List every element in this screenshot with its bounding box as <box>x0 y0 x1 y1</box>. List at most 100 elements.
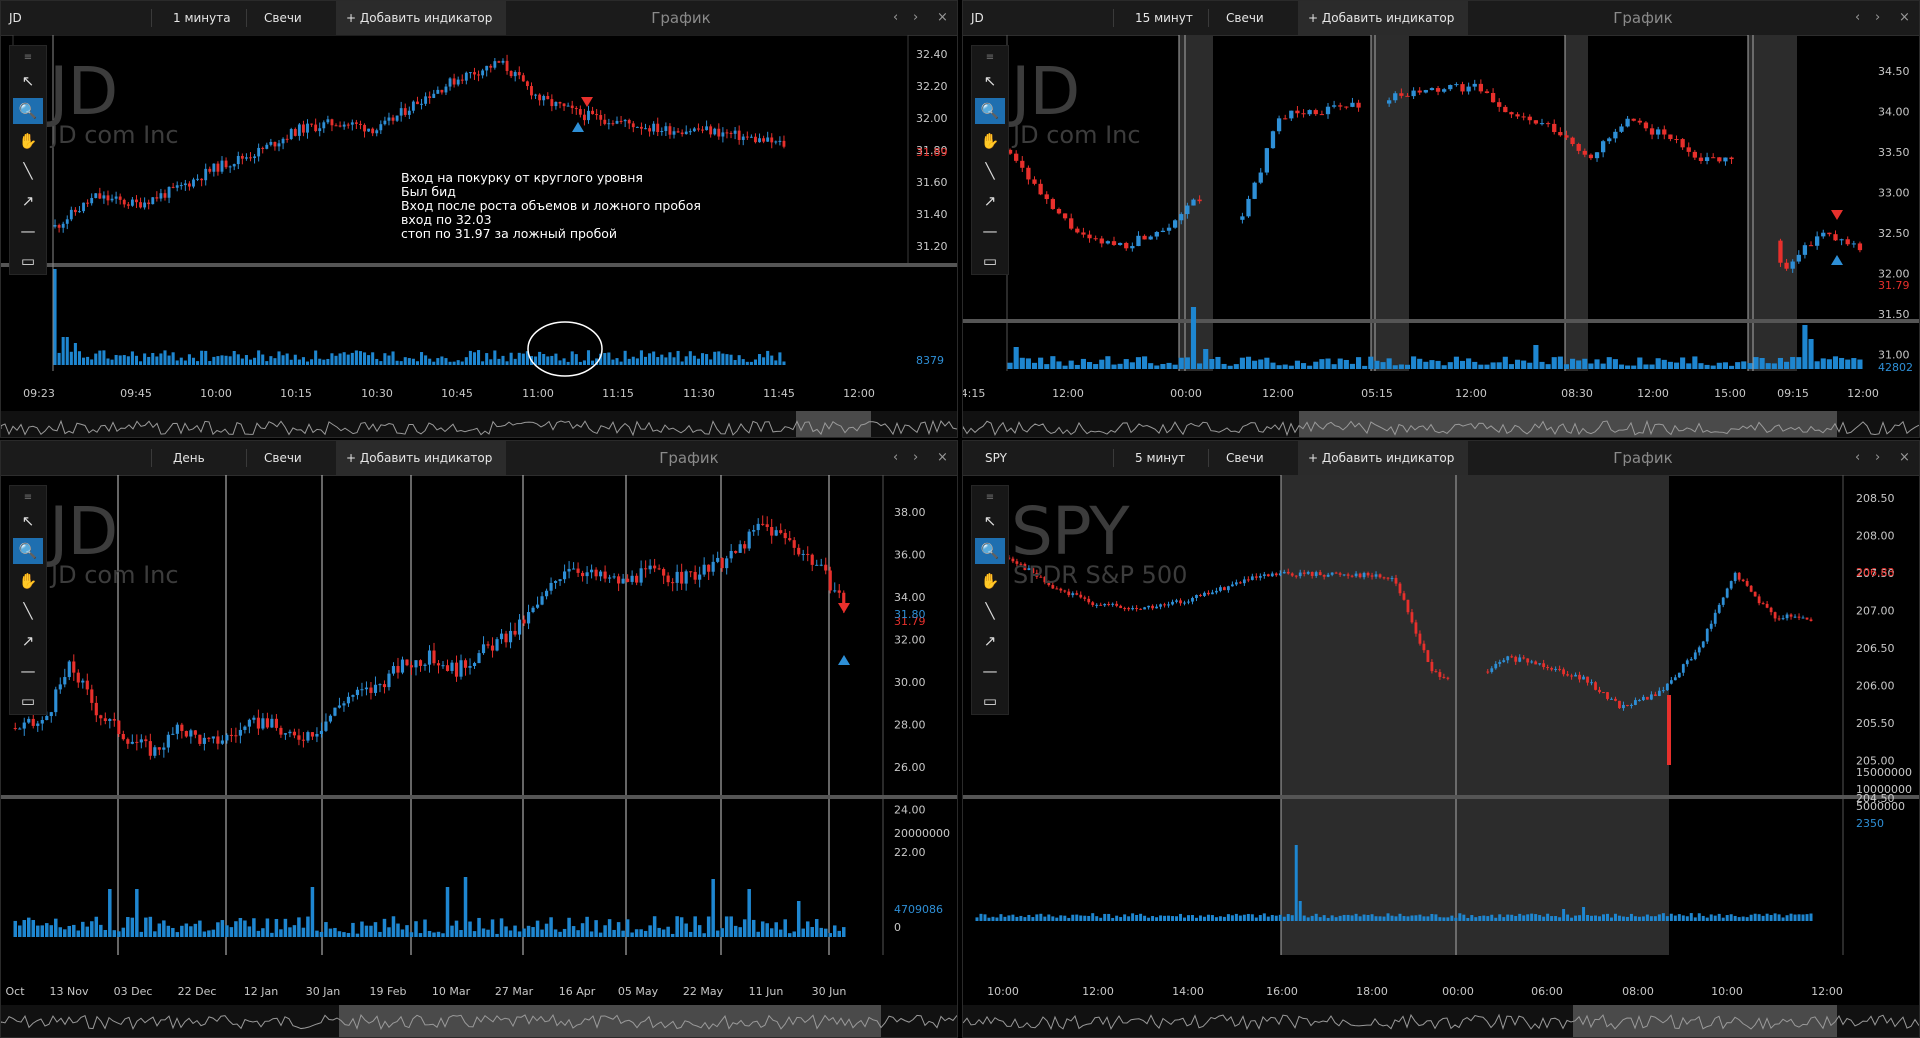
volume-bar <box>1832 356 1839 369</box>
chart-type-selector[interactable]: Свечи <box>264 451 302 465</box>
timeframe-selector[interactable]: 15 минут <box>1135 11 1193 25</box>
next-icon[interactable]: › <box>1875 10 1881 25</box>
zoom-icon[interactable]: 🔍 <box>975 98 1005 124</box>
volume-bar <box>1578 915 1582 921</box>
add-indicator-button[interactable]: + Добавить индикатор <box>1298 441 1469 475</box>
volume-bar <box>1429 360 1435 369</box>
hand-icon[interactable]: ✋ <box>18 572 38 590</box>
add-indicator-button[interactable]: + Добавить индикатор <box>336 1 507 35</box>
toolbar-grip-icon[interactable]: ≡ <box>985 492 995 503</box>
candle-body <box>1704 157 1710 162</box>
prev-icon[interactable]: ‹ <box>893 450 899 465</box>
hand-icon[interactable]: ✋ <box>18 132 38 150</box>
candle-body <box>729 551 733 559</box>
candle-body <box>824 564 828 571</box>
arrow-icon[interactable]: ↗ <box>983 632 997 650</box>
volume-bar <box>153 931 157 937</box>
pointer-icon[interactable]: ↖ <box>983 512 997 530</box>
candle-body <box>249 157 252 159</box>
candle-body <box>1246 198 1251 217</box>
hand-icon[interactable]: ✋ <box>980 572 1000 590</box>
prev-icon[interactable]: ‹ <box>1855 10 1861 25</box>
volume-bar <box>1226 914 1230 921</box>
volume-bar <box>1570 917 1574 921</box>
volume-bar <box>396 923 400 937</box>
volume-bar <box>73 343 77 365</box>
volume-bar <box>697 925 702 937</box>
add-indicator-button[interactable]: + Добавить индикатор <box>1298 1 1469 35</box>
hline-icon[interactable]: — <box>982 222 998 240</box>
rect-icon[interactable]: ▭ <box>982 692 998 710</box>
volume-bar <box>252 918 256 937</box>
volume-bar <box>1386 913 1390 921</box>
close-icon[interactable]: × <box>937 10 948 25</box>
line-icon[interactable]: ╲ <box>985 162 995 180</box>
zoom-icon[interactable]: 🔍 <box>13 98 43 124</box>
hline-icon[interactable]: — <box>20 222 36 240</box>
close-icon[interactable]: × <box>937 450 948 465</box>
pointer-icon[interactable]: ↖ <box>21 72 35 90</box>
add-indicator-button[interactable]: + Добавить индикатор <box>336 441 507 475</box>
candle-body <box>198 734 202 744</box>
candle-body <box>1099 604 1103 606</box>
timeframe-selector[interactable]: 1 минута <box>173 11 231 25</box>
arrow-icon[interactable]: ↗ <box>983 192 997 210</box>
chart-type-selector[interactable]: Свечи <box>1226 11 1264 25</box>
candle-body <box>1083 597 1087 599</box>
prev-icon[interactable]: ‹ <box>1855 450 1861 465</box>
close-icon[interactable]: × <box>1899 450 1910 465</box>
next-icon[interactable]: › <box>913 10 919 25</box>
zoom-icon[interactable]: 🔍 <box>975 538 1005 564</box>
hline-icon[interactable]: — <box>982 662 998 680</box>
volume-bar <box>18 925 22 937</box>
chart-type-selector[interactable]: Свечи <box>264 11 302 25</box>
volume-bar <box>1074 364 1080 369</box>
close-icon[interactable]: × <box>1899 10 1910 25</box>
arrow-icon[interactable]: ↗ <box>21 192 35 210</box>
ticker-selector[interactable]: JD <box>9 11 22 25</box>
price-tick-label: 206.50 <box>1856 642 1895 655</box>
prev-icon[interactable]: ‹ <box>893 10 899 25</box>
time-tick-label: 12:00 <box>1637 387 1669 400</box>
zoom-icon[interactable]: 🔍 <box>13 538 43 564</box>
volume-bar <box>121 927 126 937</box>
timeframe-selector[interactable]: 5 минут <box>1135 451 1186 465</box>
volume-bar <box>562 928 567 937</box>
line-icon[interactable]: ╲ <box>985 602 995 620</box>
volume-bar <box>1135 357 1142 369</box>
chart-canvas[interactable]: 208.50208.00207.50207.00206.50206.00205.… <box>963 475 1920 1038</box>
candle-body <box>581 572 585 577</box>
next-icon[interactable]: › <box>1875 450 1881 465</box>
chart-canvas[interactable]: 32.4032.2032.0031.8031.6031.4031.2031.89… <box>1 35 958 438</box>
chart-canvas[interactable]: 38.0036.0034.0032.0030.0028.0026.0024.00… <box>1 475 958 1038</box>
hand-icon[interactable]: ✋ <box>980 132 1000 150</box>
line-icon[interactable]: ╲ <box>23 162 33 180</box>
candle-body <box>1362 572 1366 578</box>
time-tick-label: 18:00 <box>1356 985 1388 998</box>
rect-icon[interactable]: ▭ <box>20 692 36 710</box>
arrow-icon[interactable]: ↗ <box>21 632 35 650</box>
volume-bar <box>1326 917 1330 921</box>
hline-icon[interactable]: — <box>20 662 36 680</box>
pointer-icon[interactable]: ↖ <box>21 512 35 530</box>
chart-type-selector[interactable]: Свечи <box>1226 451 1264 465</box>
ticker-selector[interactable]: JD <box>971 11 984 25</box>
chart-canvas[interactable]: 34.5034.0033.5033.0032.5032.0031.5031.00… <box>963 35 1920 438</box>
volume-bar <box>1466 917 1470 921</box>
timeframe-selector[interactable]: День <box>173 451 205 465</box>
sell-marker-icon <box>581 97 593 107</box>
volume-bar <box>1105 356 1111 369</box>
candle-body <box>1637 120 1642 123</box>
price-tick-label: 32.00 <box>1878 268 1910 281</box>
toolbar-grip-icon[interactable]: ≡ <box>985 52 995 63</box>
toolbar-grip-icon[interactable]: ≡ <box>23 492 33 503</box>
toolbar-grip-icon[interactable]: ≡ <box>23 52 33 63</box>
pointer-icon[interactable]: ↖ <box>983 72 997 90</box>
volume-bar <box>504 926 508 937</box>
rect-icon[interactable]: ▭ <box>982 252 998 270</box>
line-icon[interactable]: ╲ <box>23 602 33 620</box>
rect-icon[interactable]: ▭ <box>20 252 36 270</box>
ticker-selector[interactable]: SPY <box>985 451 1007 465</box>
next-icon[interactable]: › <box>913 450 919 465</box>
volume-bar <box>1175 916 1179 921</box>
